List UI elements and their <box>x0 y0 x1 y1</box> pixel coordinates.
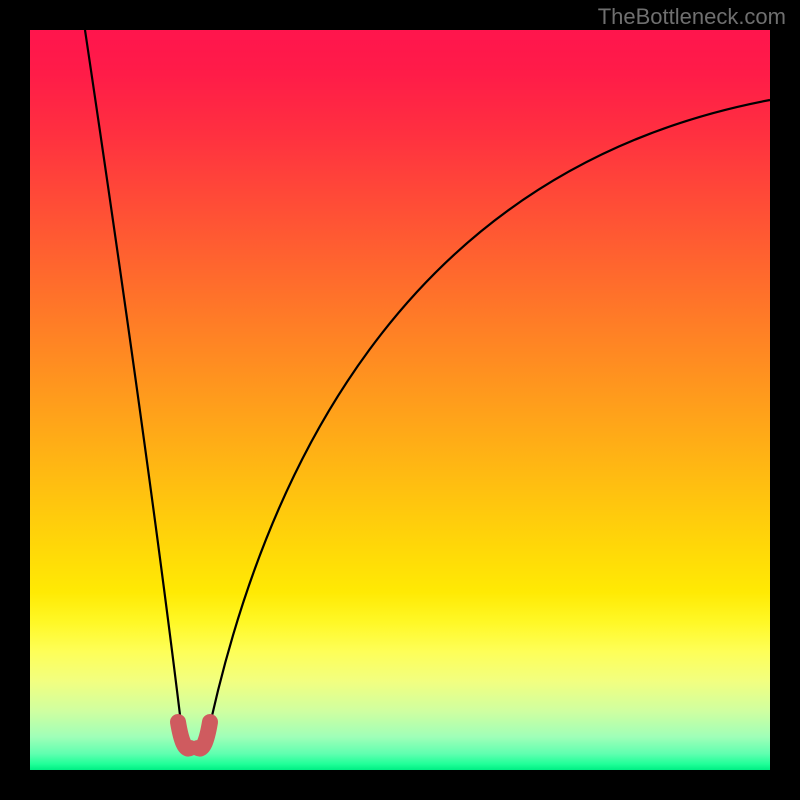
chart-container: TheBottleneck.com <box>0 0 800 800</box>
plot-background <box>30 30 770 770</box>
watermark-text: TheBottleneck.com <box>598 4 786 30</box>
